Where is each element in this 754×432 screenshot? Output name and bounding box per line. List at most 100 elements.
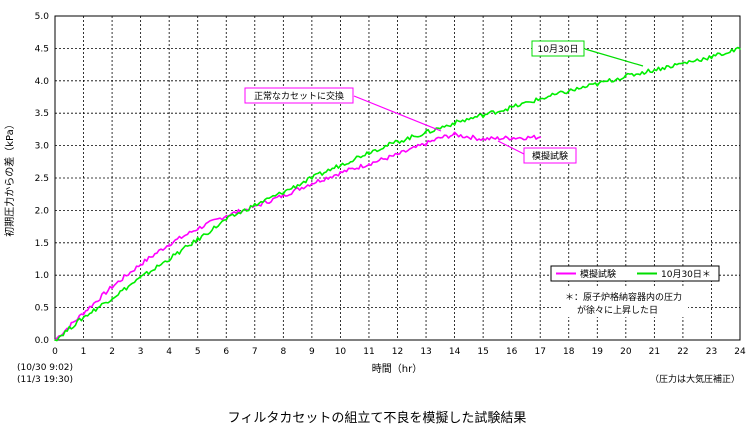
data-point (168, 243, 170, 245)
data-point (510, 137, 513, 139)
x-tick-label: 17 (534, 347, 545, 357)
data-point (139, 276, 142, 279)
x-tick-label: 11 (363, 347, 374, 357)
chart-title: フィルタカセットの組立て不良を模擬した試験結果 (227, 411, 527, 426)
x-tick-label: 8 (280, 347, 286, 357)
x-tick-label: 15 (477, 347, 488, 357)
y-tick-labels: 0.0 0.5 1.0 1.5 2.0 2.5 3.0 3.5 4.0 4.5 5.0 (35, 12, 50, 346)
y-tick-label: 3.5 (35, 109, 49, 119)
plot-frame (54, 15, 741, 341)
data-point (596, 83, 599, 85)
data-point (139, 263, 142, 265)
y-tick-label: 4.0 (35, 77, 50, 87)
x-tick-label: 9 (309, 347, 315, 357)
series-line-simulated-test (54, 131, 541, 341)
data-point (196, 227, 199, 230)
data-point (225, 218, 228, 221)
data-point (82, 316, 85, 319)
y-axis-label: 初期圧力からの差（kPa） (3, 119, 16, 237)
callout-box-swap (244, 87, 354, 104)
data-point (539, 98, 542, 100)
callout-leader-swap (353, 95, 442, 132)
x-tick-labels: 0 1 2 3 4 5 6 7 8 9 10 11 12 13 14 15 16 17 18 19 20 21 22 23 24 (52, 347, 746, 357)
data-point (311, 177, 313, 179)
callout-text-sim: 模擬試験 (532, 150, 568, 162)
legend: 模擬試験 10月30日＊ (550, 265, 720, 282)
data-point (396, 140, 399, 143)
x-tick-label: 24 (734, 347, 746, 357)
x-start-note-2: (11/3 19:30) (17, 375, 73, 385)
footnote-bg (562, 287, 688, 317)
x-tick-label: 14 (449, 347, 461, 357)
x-axis-label: 時間（hr） (372, 363, 422, 375)
data-point (482, 138, 484, 140)
x-tick-label: 10 (335, 347, 347, 357)
x-tick-label: 2 (109, 347, 115, 357)
data-point (625, 75, 627, 78)
grid-lines (55, 16, 740, 340)
callout-leader-sim (497, 140, 525, 155)
legend-box (550, 265, 720, 282)
y-tick-label: 0.0 (35, 336, 50, 346)
data-point (710, 56, 713, 58)
data-point (282, 191, 285, 194)
x-tick-label: 3 (138, 347, 144, 357)
data-point (653, 68, 656, 71)
data-point (225, 214, 228, 217)
callout-box-oct30 (531, 40, 585, 57)
x-tick-label: 16 (506, 347, 518, 357)
callout-box-sim (523, 147, 577, 164)
data-point (739, 48, 741, 50)
y-tick-label: 1.5 (35, 239, 49, 249)
x-tick-label: 6 (223, 347, 229, 357)
x-tick-label: 7 (252, 347, 258, 357)
y-tick-label: 4.5 (35, 44, 49, 54)
data-point (396, 153, 399, 156)
data-point (425, 142, 427, 145)
data-point (82, 311, 85, 314)
data-point (439, 137, 442, 139)
y-tick-label: 1.0 (35, 271, 50, 281)
x-start-note-1: (10/30 9:02) (17, 363, 73, 373)
x-tick-label: 0 (52, 347, 58, 357)
data-point (311, 182, 313, 184)
data-point (510, 106, 513, 109)
x-tick-label: 21 (649, 347, 660, 357)
y-tick-label: 2.5 (35, 174, 49, 184)
data-point (368, 162, 370, 165)
data-point (453, 122, 456, 124)
data-point (482, 114, 484, 116)
data-point (111, 297, 113, 299)
callout-text-oct30: 10月30日 (538, 44, 579, 55)
callout-text-swap: 正常なカセットに交換 (254, 90, 344, 102)
legend-label-sim: 模擬試験 (580, 268, 616, 280)
callout-leader-oct30 (584, 48, 644, 67)
y-tick-label: 5.0 (35, 12, 50, 22)
data-point (453, 133, 456, 136)
x-tick-label: 18 (563, 347, 575, 357)
y-tick-label: 2.0 (35, 206, 50, 216)
x-tick-label: 4 (166, 347, 172, 357)
data-point (253, 205, 256, 208)
data-point (567, 90, 570, 92)
y-tick-label: 3.0 (35, 142, 50, 152)
legend-label-oct30: 10月30日＊ (661, 269, 711, 280)
x-tick-label: 20 (620, 347, 632, 357)
data-point (339, 172, 342, 174)
x-tick-label: 12 (392, 347, 403, 357)
data-point (253, 204, 256, 207)
x-tick-label: 13 (420, 347, 431, 357)
x-tick-label: 5 (195, 347, 201, 357)
data-point (282, 194, 285, 197)
x-tick-label: 19 (592, 347, 604, 357)
x-tick-label: 23 (706, 347, 717, 357)
data-point (425, 131, 427, 134)
footnote-line-1: ＊：原子炉格納容器内の圧力 (565, 291, 682, 303)
data-point (196, 238, 199, 241)
data-point (368, 151, 370, 153)
y-tick-label: 0.5 (35, 304, 49, 314)
footnote: ＊：原子炉格納容器内の圧力 が徐々に上昇した日 (562, 287, 688, 317)
footnote-line-2: が徐々に上昇した日 (577, 304, 658, 316)
data-point (682, 62, 684, 65)
